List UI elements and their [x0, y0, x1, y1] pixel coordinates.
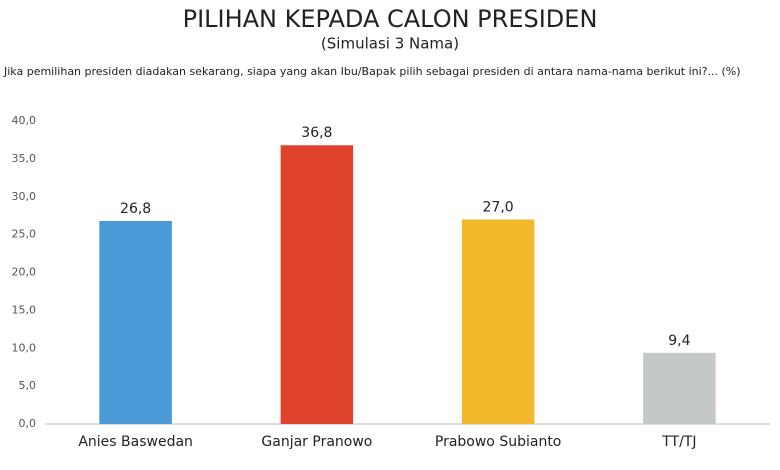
- y-tick-label: 40,0: [12, 114, 37, 127]
- value-label: 27,0: [483, 199, 514, 215]
- bar: [280, 145, 354, 425]
- y-tick-label: 0,0: [19, 417, 37, 430]
- bar: [461, 219, 535, 424]
- y-tick-label: 20,0: [12, 266, 37, 279]
- y-tick-label: 5,0: [19, 379, 37, 392]
- x-tick-label: Prabowo Subianto: [435, 434, 562, 450]
- value-label: 9,4: [668, 333, 690, 349]
- chart-title: PILIHAN KEPADA CALON PRESIDEN: [183, 5, 598, 33]
- x-tick-label: TT/TJ: [661, 434, 696, 450]
- y-tick-label: 30,0: [12, 190, 37, 203]
- y-tick-label: 35,0: [12, 152, 37, 165]
- bar: [99, 220, 172, 424]
- y-tick-label: 10,0: [12, 341, 37, 354]
- y-tick-label: 25,0: [12, 228, 37, 241]
- bar: [643, 352, 716, 424]
- x-tick-label: Anies Baswedan: [78, 434, 193, 450]
- value-label: 36,8: [301, 125, 332, 141]
- chart-subtitle: (Simulasi 3 Nama): [321, 35, 459, 53]
- question: Jika pemilihan presiden diadakan sekaran…: [3, 65, 741, 78]
- y-tick-label: 15,0: [12, 303, 37, 316]
- x-tick-label: Ganjar Pranowo: [261, 434, 372, 450]
- value-label: 26,8: [120, 201, 151, 217]
